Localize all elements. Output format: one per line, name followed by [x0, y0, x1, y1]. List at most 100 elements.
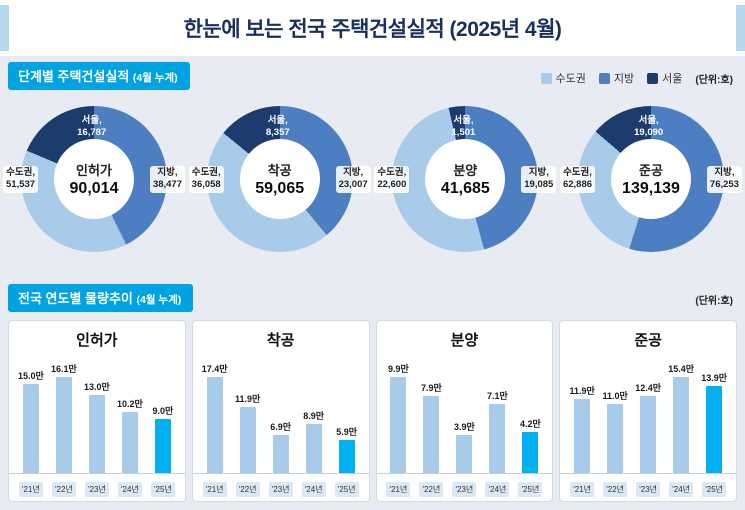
bar-column: 11.9만: [231, 392, 264, 473]
year-label: '24년: [669, 482, 694, 497]
legend-item-seoul: 서울: [647, 70, 682, 86]
bar-value-label: 6.9만: [270, 422, 292, 432]
bar-value-label: 13.0만: [83, 382, 110, 392]
legend-label: 서울: [662, 73, 683, 85]
section-heading-stage: 단계별 주택건설실적 (4월 누계): [8, 62, 190, 90]
bar-column: 12.4만: [632, 381, 665, 473]
bar-column: 11.9만: [566, 384, 599, 473]
year-label: '22년: [603, 482, 628, 497]
bars-area: 9.9만 7.9만 3.9만 7.1만 4.2만: [376, 356, 553, 474]
x-axis-labels: '21년 '22년 '23년 '24년 '25년: [377, 474, 553, 497]
bars-area: 11.9만 11.0만 12.4만 15.4만 13.9만: [560, 356, 736, 474]
bar-value-label: 11.9만: [569, 386, 595, 396]
bars-area: 17.4만 11.9만 6.9만 8.9만 5.9만: [192, 356, 369, 474]
bar-value-label: 3.9만: [453, 422, 475, 432]
chart-title: 인허가: [76, 332, 118, 349]
bar: [522, 432, 539, 473]
donut-row: 서울, 16,787 인허가 90,014 수도권, 51,537 지방, 38…: [0, 90, 745, 276]
bar-value-label: 7.1만: [486, 391, 508, 401]
year-label: '23년: [84, 482, 109, 497]
bar: [55, 377, 72, 473]
x-axis-labels: '21년 '22년 '23년 '24년 '25년: [193, 474, 369, 497]
year-label: '24년: [485, 482, 510, 497]
heading-text: 전국 연도별 물량추이: [18, 291, 133, 306]
sudogwon-segment-label: 수도권, 36,058: [188, 166, 224, 193]
legend: 수도권 지방 서울 (단위:호): [540, 70, 733, 86]
seoul-segment-label: 서울, 16,787: [77, 115, 107, 139]
bar: [574, 399, 591, 473]
donut-ring-completions: 서울, 19,090 준공 139,139: [577, 106, 724, 252]
bar: [239, 407, 256, 473]
donut-center: 분양 41,685: [425, 139, 506, 219]
bar-column: 4.2만: [514, 417, 547, 473]
bar-value-label: 15.4만: [668, 364, 695, 374]
jibang-segment-label: 지방, 76,253: [706, 166, 742, 193]
bar-value-label: 13.9만: [701, 373, 728, 383]
jibang-segment-label: 지방, 38,477: [149, 166, 185, 193]
bar-column: 9.9만: [382, 362, 415, 473]
bar-value-label: 7.9만: [420, 383, 442, 393]
bar: [390, 377, 407, 473]
jibang-segment-label: 지방, 23,007: [335, 166, 371, 193]
bar-column: 17.4만: [198, 362, 231, 473]
donut-completions: 서울, 19,090 준공 139,139 수도권, 62,886 지방, 76…: [559, 100, 743, 272]
donut-ring-starts: 서울, 8,357 착공 59,065: [206, 106, 353, 252]
heading-text: 단계별 주택건설실적: [18, 69, 130, 84]
legend-label: 지방: [613, 73, 635, 85]
bar-chart-sales: 분양 9.9만 7.9만 3.9만 7.1만: [375, 320, 554, 502]
donut-total: 90,014: [69, 180, 119, 197]
bar-column: 13.0만: [80, 380, 113, 473]
bar-column: 15.0만: [14, 369, 47, 473]
bar-column: 7.9만: [415, 381, 448, 473]
bar: [305, 424, 322, 473]
bar-chart-row: 인허가 15.0만 16.1만 13.0만 10.2만: [0, 312, 745, 510]
x-axis-labels: '21년 '22년 '23년 '24년 '25년: [560, 474, 736, 497]
donut-permits: 서울, 16,787 인허가 90,014 수도권, 51,537 지방, 38…: [2, 100, 186, 272]
donut-center: 준공 139,139: [610, 139, 691, 219]
year-label: '21년: [386, 482, 411, 497]
bar: [338, 440, 355, 473]
bar-value-label: 15.0만: [17, 371, 44, 381]
sudogwon-segment-label: 수도권, 62,886: [559, 166, 596, 193]
sudogwon-swatch: [540, 72, 552, 84]
bar-chart-permits: 인허가 15.0만 16.1만 13.0만 10.2만: [8, 320, 186, 502]
right-accent-bar: [736, 5, 745, 51]
donut-ring-permits: 서울, 16,787 인허가 90,014: [21, 106, 167, 252]
bar-value-label: 4.2만: [519, 419, 541, 429]
year-label: '21년: [202, 482, 227, 497]
seoul-segment-label: 서울, 19,090: [634, 115, 664, 139]
bar-column: 10.2만: [113, 397, 146, 473]
bar-column: 11.0만: [599, 389, 632, 473]
bar-value-label: 9.0만: [152, 406, 174, 416]
donut-ring-sales: 서울, 1,501 분양 41,685: [392, 106, 539, 252]
left-accent-bar: [0, 5, 9, 51]
bar-column: 15.4만: [665, 362, 698, 473]
bar-column: 16.1만: [47, 362, 80, 473]
bar-column: 13.9만: [698, 371, 731, 473]
bar: [640, 396, 657, 473]
bar: [607, 404, 624, 473]
year-label: '23년: [636, 482, 661, 497]
bar-value-label: 17.4만: [201, 364, 228, 374]
bar: [423, 396, 440, 473]
bar-value-label: 11.0만: [602, 391, 628, 401]
bar-chart-completions: 준공 11.9만 11.0만 12.4만 15.4만: [559, 320, 737, 502]
title-bar: 한눈에 보는 전국 주택건설실적 (2025년 4월): [0, 0, 745, 56]
bar: [121, 412, 138, 473]
bar-column: 8.9만: [297, 409, 330, 473]
bar-column: 3.9만: [448, 420, 481, 473]
seoul-segment-label: 서울, 8,357: [265, 115, 290, 139]
bar-column: 5.9만: [330, 425, 363, 473]
heading-suffix: (4월 누계): [136, 294, 182, 306]
year-label: '22년: [419, 482, 444, 497]
year-label: '24년: [301, 482, 326, 497]
chart-title: 분양: [450, 332, 479, 349]
legend-label: 수도권: [555, 73, 586, 85]
donut-title: 인허가: [76, 163, 112, 178]
x-axis-labels: '21년 '22년 '23년 '24년 '25년: [9, 474, 185, 497]
year-label: '23년: [452, 482, 477, 497]
bar-value-label: 12.4만: [635, 383, 662, 393]
year-label: '22년: [235, 482, 260, 497]
bar: [206, 377, 223, 473]
bar-value-label: 8.9만: [303, 411, 325, 421]
